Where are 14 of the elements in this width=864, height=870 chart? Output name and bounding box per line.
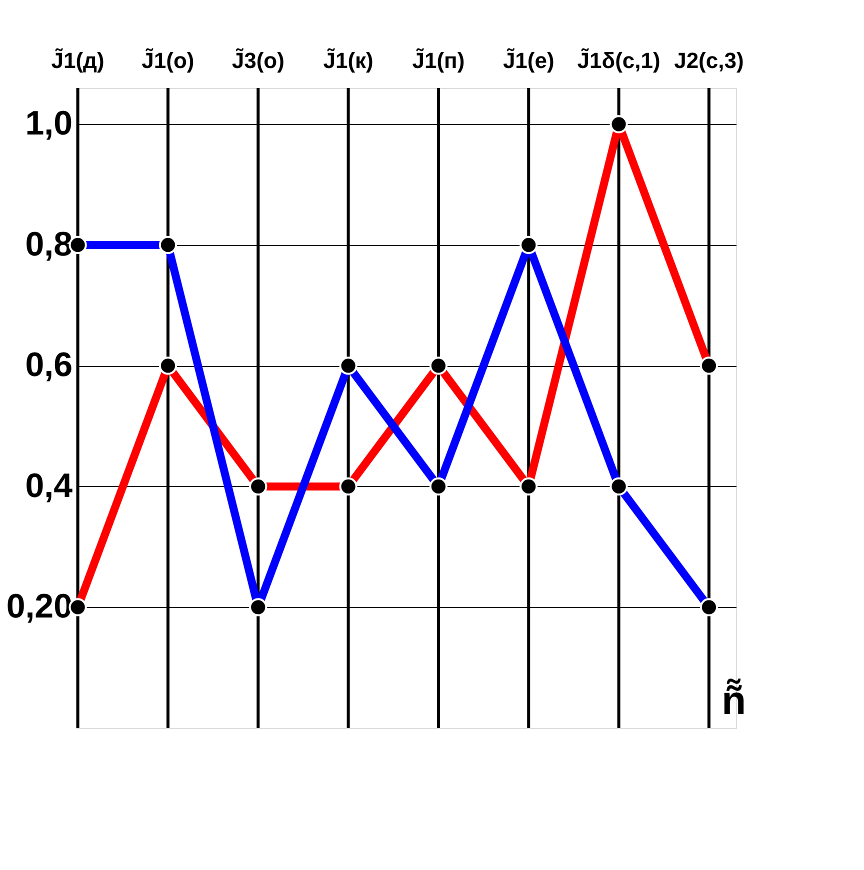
x-tick-label: J̃1(о) xyxy=(142,48,194,73)
y-tick-label: 0,20 xyxy=(6,588,72,626)
x-axis-title: ñ̃ xyxy=(722,678,746,723)
x-tick-label: J̃1δ(с,1) xyxy=(577,48,660,73)
y-tick-label: 0,4 xyxy=(25,466,73,505)
y-tick-label: 0,8 xyxy=(25,225,72,264)
x-tick-label: J̃1(е) xyxy=(502,48,554,73)
x-tick-label: J̃1(к) xyxy=(323,48,374,73)
x-tick-label: J̃1(п) xyxy=(412,48,465,73)
x-tick-label: J̃1(д) xyxy=(51,48,104,73)
x-tick-label: J2(с,3) xyxy=(674,48,744,73)
y-tick-label: 1,0 xyxy=(25,104,72,143)
x-tick-label: J̃3(о) xyxy=(232,48,284,73)
y-tick-label: 0,6 xyxy=(25,346,72,384)
